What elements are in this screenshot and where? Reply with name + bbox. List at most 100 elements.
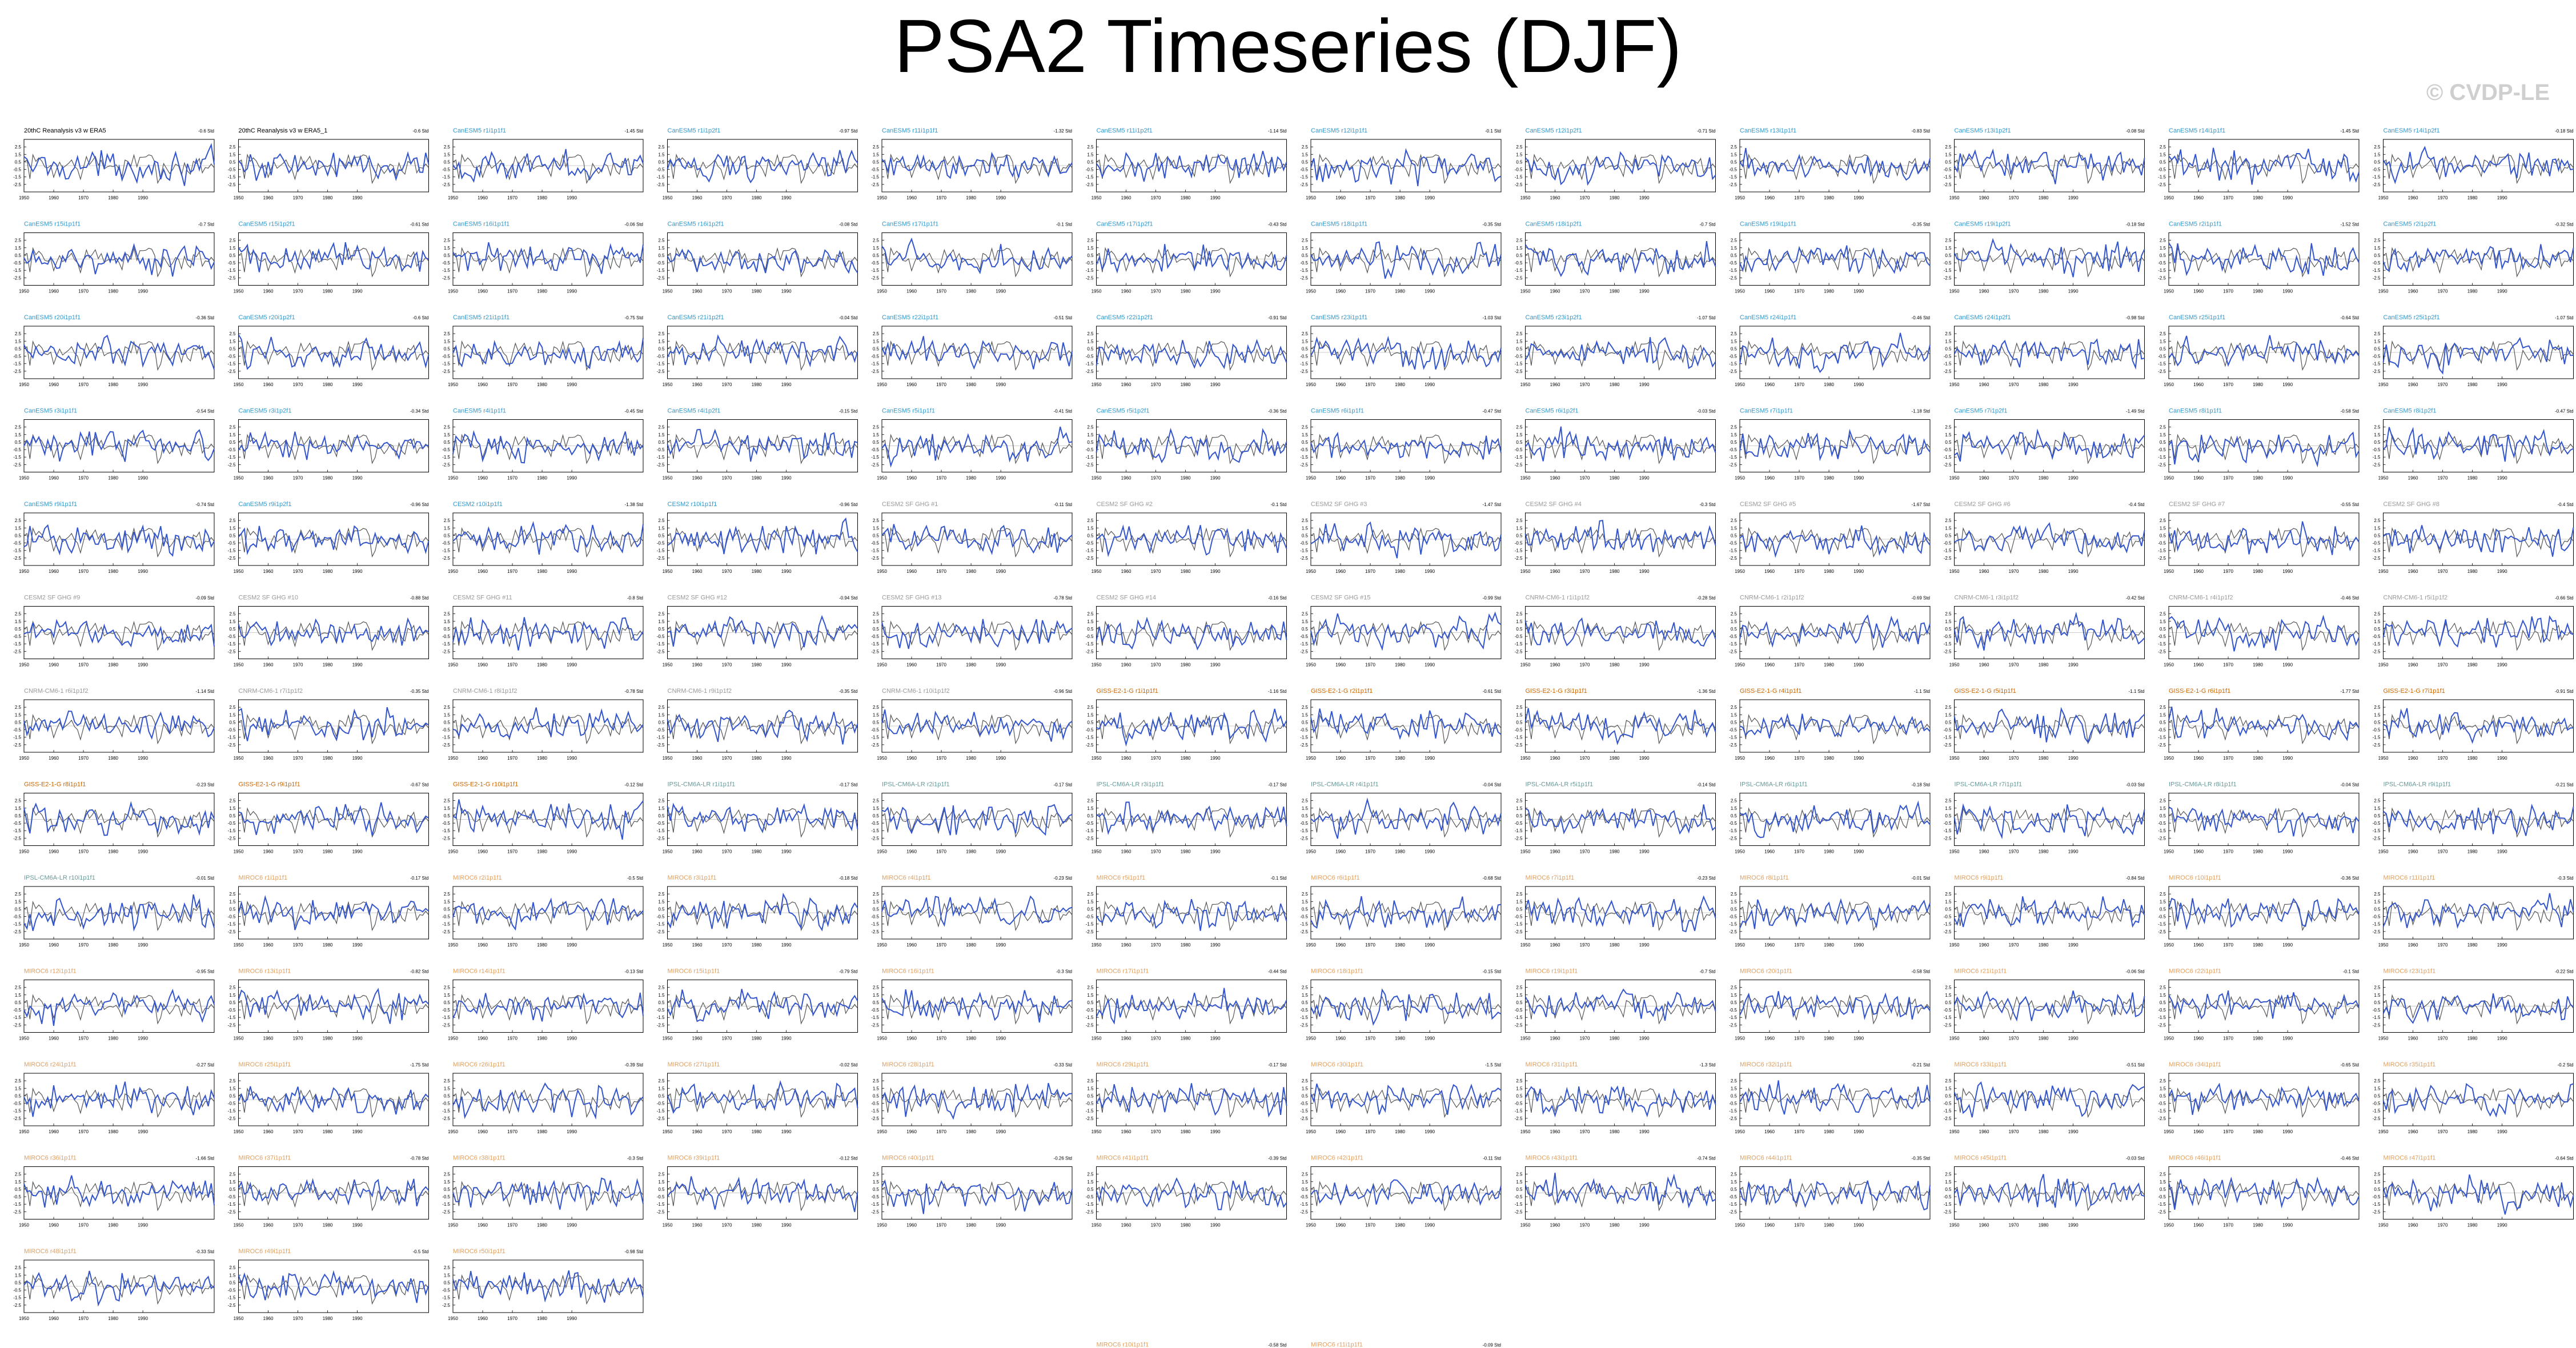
obs-series-line (1525, 1087, 1716, 1118)
y-tick-label: 0.5 (1516, 533, 1523, 538)
x-tick-label: 1970 (1580, 382, 1590, 387)
y-tick-label: -0.5 (1944, 914, 1952, 920)
y-tick-label: 0.5 (658, 159, 665, 165)
x-tick-label: 1990 (1425, 756, 1435, 761)
y-tick-label: -2.5 (1515, 182, 1523, 187)
panel-label: CanESM5 r16i1p1f1 (453, 221, 509, 228)
y-tick-label: -1.5 (2373, 922, 2381, 927)
model-series-line (2168, 242, 2360, 276)
obs-series-line (23, 807, 215, 838)
x-tick-label: 1970 (2223, 382, 2233, 387)
x-tick-label: 1950 (2378, 1223, 2389, 1228)
x-tick-label: 1950 (1949, 382, 1960, 387)
y-tick-label: -1.5 (13, 268, 21, 273)
x-tick-label: 1990 (1210, 289, 1221, 294)
x-tick-label: 1980 (323, 942, 333, 948)
y-tick-label: -1.5 (1729, 828, 1737, 833)
x-tick-label: 1950 (1520, 849, 1531, 854)
y-tick-label: 2.5 (444, 799, 451, 804)
model-series-line (23, 894, 215, 932)
x-tick-label: 1950 (1520, 476, 1531, 481)
y-tick-label: -1.5 (1086, 922, 1094, 927)
y-tick-label: 0.5 (15, 253, 22, 258)
y-tick-label: 2.5 (1731, 518, 1738, 523)
timeseries-panel: CanESM5 r21i1p1f1 -0.75 Std2.51.50.5-0.5-… (442, 314, 644, 387)
panel-trend: -0.6 Std (198, 129, 214, 134)
y-tick-label: 2.5 (1087, 705, 1094, 710)
panel-trend: -0.17 Std (839, 783, 857, 788)
y-tick-label: 2.5 (1945, 238, 1952, 243)
x-tick-label: 1970 (1151, 1223, 1161, 1228)
x-tick-label: 1970 (722, 1036, 732, 1041)
x-tick-label: 1950 (1092, 382, 1102, 387)
x-tick-label: 1950 (234, 756, 244, 761)
y-tick-label: 1.5 (1302, 619, 1309, 624)
x-tick-label: 1990 (2497, 1036, 2507, 1041)
timeseries-panel: MIROC6 r18i1p1f1 -0.15 Std2.51.50.5-0.5-1… (1300, 968, 1502, 1041)
x-tick-label: 1960 (263, 942, 274, 948)
y-tick-label: 0.5 (1731, 1187, 1738, 1192)
panel-trend: -0.95 Std (196, 969, 214, 974)
timeseries-panel: CanESM5 r4i1p1f1 -0.45 Std2.51.50.5-0.5-1… (442, 408, 644, 481)
x-tick-label: 1980 (2253, 942, 2263, 948)
timeseries-panel: CanESM5 r14i1p2f1 -0.18 Std2.51.50.5-0.5-… (2373, 127, 2574, 200)
model-series-line (23, 801, 215, 836)
x-tick-label: 1980 (966, 195, 976, 200)
y-tick-label: -2.5 (13, 556, 21, 561)
obs-series-line (238, 1087, 429, 1118)
x-tick-label: 1990 (1853, 289, 1864, 294)
y-tick-label: 1.5 (1731, 993, 1738, 998)
x-tick-label: 1960 (2408, 1036, 2418, 1041)
x-tick-label: 1990 (1853, 1223, 1864, 1228)
y-tick-label: 0.5 (1302, 627, 1309, 632)
x-tick-label: 1970 (1151, 1129, 1161, 1134)
panel-label: IPSL-CM6A-LR r5i1p1f1 (1526, 781, 1594, 788)
y-tick-label: 1.5 (2374, 993, 2381, 998)
y-tick-label: -1.5 (1944, 175, 1952, 180)
y-tick-label: -0.5 (13, 1008, 21, 1013)
x-tick-label: 1970 (507, 476, 517, 481)
y-tick-label: -2.5 (1515, 929, 1523, 934)
y-tick-label: 1.5 (1945, 339, 1952, 344)
panel-label: MIROC6 r30i1p1f1 (1311, 1061, 1363, 1068)
panel-trend: -0.35 Std (1912, 1156, 1930, 1161)
panel-trend: -0.46 Std (1912, 315, 1930, 320)
y-tick-label: -0.5 (1086, 914, 1094, 920)
y-tick-label: -0.5 (1300, 260, 1308, 266)
x-tick-label: 1970 (293, 1036, 303, 1041)
y-tick-label: 1.5 (1087, 806, 1094, 811)
model-series-line (1096, 988, 1287, 1025)
x-tick-label: 1970 (1580, 195, 1590, 200)
x-tick-label: 1980 (537, 195, 547, 200)
panel-label: MIROC6 r13i1p1f1 (239, 968, 291, 975)
obs-series-line (667, 1181, 858, 1211)
y-tick-label: 1.5 (1302, 339, 1309, 344)
x-tick-label: 1980 (2039, 382, 2049, 387)
x-tick-label: 1990 (996, 663, 1006, 668)
y-tick-label: 1.5 (229, 339, 236, 344)
x-tick-label: 1970 (936, 476, 946, 481)
panel-trend: -0.15 Std (1483, 969, 1501, 974)
panel-label: GISS-E2-1-G r6i1p1f1 (2169, 688, 2230, 695)
panel-label: CESM2 SF GHG #1 (882, 501, 938, 508)
x-tick-label: 1960 (49, 663, 59, 668)
x-tick-label: 1970 (78, 476, 89, 481)
y-tick-label: -0.5 (1086, 541, 1094, 546)
x-tick-label: 1950 (877, 569, 887, 574)
y-tick-label: 0.5 (1516, 1093, 1523, 1098)
y-tick-label: 0.5 (1516, 346, 1523, 351)
y-tick-label: -0.5 (442, 634, 450, 639)
x-tick-label: 1970 (2438, 849, 2448, 854)
model-series-line (452, 1177, 644, 1210)
x-tick-label: 1970 (1365, 942, 1375, 948)
x-tick-label: 1990 (2497, 476, 2507, 481)
x-tick-label: 1960 (49, 289, 59, 294)
panel-label: CESM2 SF GHG #3 (1311, 501, 1367, 508)
y-tick-label: 1.5 (1516, 619, 1523, 624)
timeseries-panel: CanESM5 r16i1p1f1 -0.06 Std2.51.50.5-0.5-… (442, 221, 644, 294)
panel-trend: -0.88 Std (410, 596, 428, 601)
x-tick-label: 1980 (2039, 476, 2049, 481)
panel-label: CESM2 SF GHG #11 (453, 595, 512, 601)
y-tick-label: 1.5 (1731, 1180, 1738, 1185)
y-tick-label: 0.5 (1731, 627, 1738, 632)
